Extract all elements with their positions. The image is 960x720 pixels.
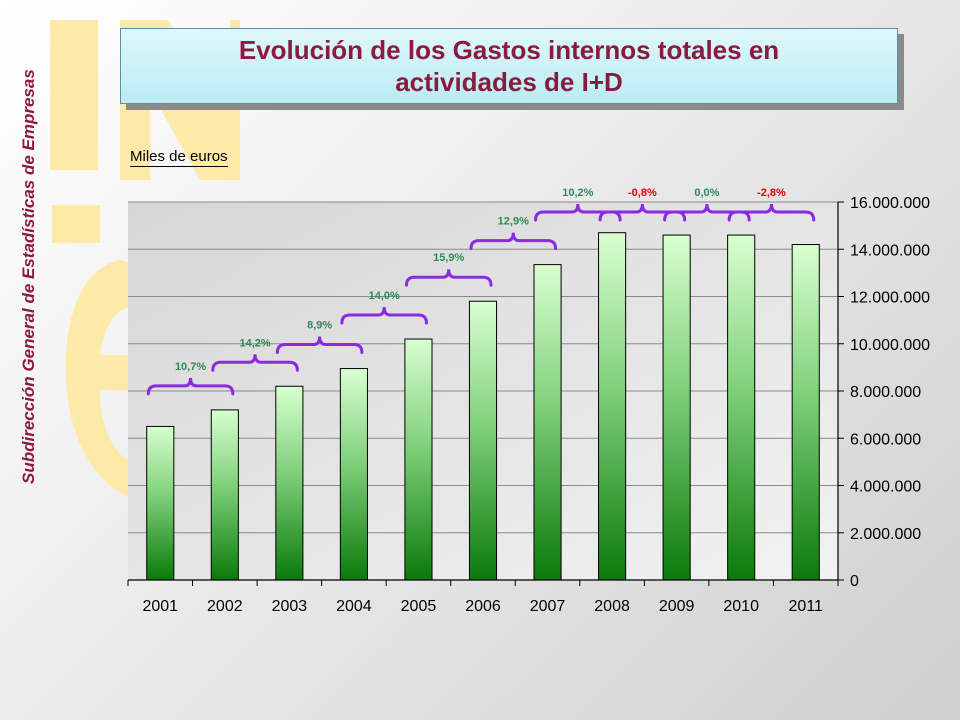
x-tick-label: 2007 [530, 598, 566, 615]
units-label: Miles de euros [130, 148, 228, 167]
y-tick-label: 2.000.000 [850, 526, 921, 543]
bar-2002 [210, 409, 239, 581]
change-label: 0,0% [694, 187, 719, 199]
sidebar-vertical-text: Subdirección General de Estadísticas de … [4, 18, 48, 488]
x-tick-label: 2005 [401, 598, 437, 615]
title-box: Evolución de los Gastos internos totales… [120, 28, 898, 104]
change-label: 15,9% [433, 252, 464, 264]
bar-2010 [727, 234, 756, 581]
x-tick-label: 2006 [465, 598, 501, 615]
bar-2008 [598, 232, 627, 581]
change-brace [727, 203, 816, 222]
bar-2009 [662, 234, 691, 581]
y-tick-label: 8.000.000 [850, 384, 921, 401]
y-tick-label: 12.000.000 [850, 290, 930, 307]
change-label: 12,9% [498, 216, 529, 228]
change-label: 8,9% [307, 320, 332, 332]
x-tick-label: 2009 [659, 598, 695, 615]
change-brace [211, 354, 299, 372]
y-tick-label: 16.000.000 [850, 195, 930, 212]
change-label: 14,2% [239, 337, 270, 349]
y-tick-label: 14.000.000 [850, 242, 930, 259]
x-tick-label: 2003 [272, 598, 308, 615]
change-label: 10,2% [562, 187, 593, 199]
chart-title-line-1: Evolución de los Gastos internos totales… [238, 35, 780, 65]
change-label: 14,0% [369, 290, 400, 302]
chart-title-line-2: actividades de I+D [395, 67, 623, 97]
x-tick-label: 2001 [142, 598, 178, 615]
sidebar-text: Subdirección General de Estadísticas de … [19, 69, 38, 484]
y-tick-label: 4.000.000 [850, 479, 921, 496]
change-brace [340, 306, 428, 325]
x-tick-label: 2010 [723, 598, 759, 615]
bar-2007 [533, 264, 562, 581]
bar-2005 [404, 338, 433, 581]
chart-title: Evolución de los Gastos internos totales… [239, 34, 779, 98]
bar-2001 [146, 425, 175, 581]
y-tick-label: 10.000.000 [850, 337, 930, 354]
bar-2004 [339, 368, 368, 581]
bar-2003 [275, 385, 304, 581]
bar-2011 [791, 244, 820, 581]
y-tick-label: 0 [850, 573, 859, 590]
change-label: -2,8% [757, 187, 786, 199]
change-label: 10,7% [175, 361, 206, 373]
change-brace [404, 269, 493, 287]
x-tick-label: 2008 [594, 598, 630, 615]
x-tick-label: 2002 [207, 598, 243, 615]
x-tick-label: 2004 [336, 598, 372, 615]
x-tick-label: 2011 [789, 598, 824, 615]
change-label: -0,8% [628, 187, 657, 199]
y-tick-label: 6.000.000 [850, 431, 921, 448]
bar-2006 [468, 300, 498, 581]
change-brace [146, 377, 235, 396]
